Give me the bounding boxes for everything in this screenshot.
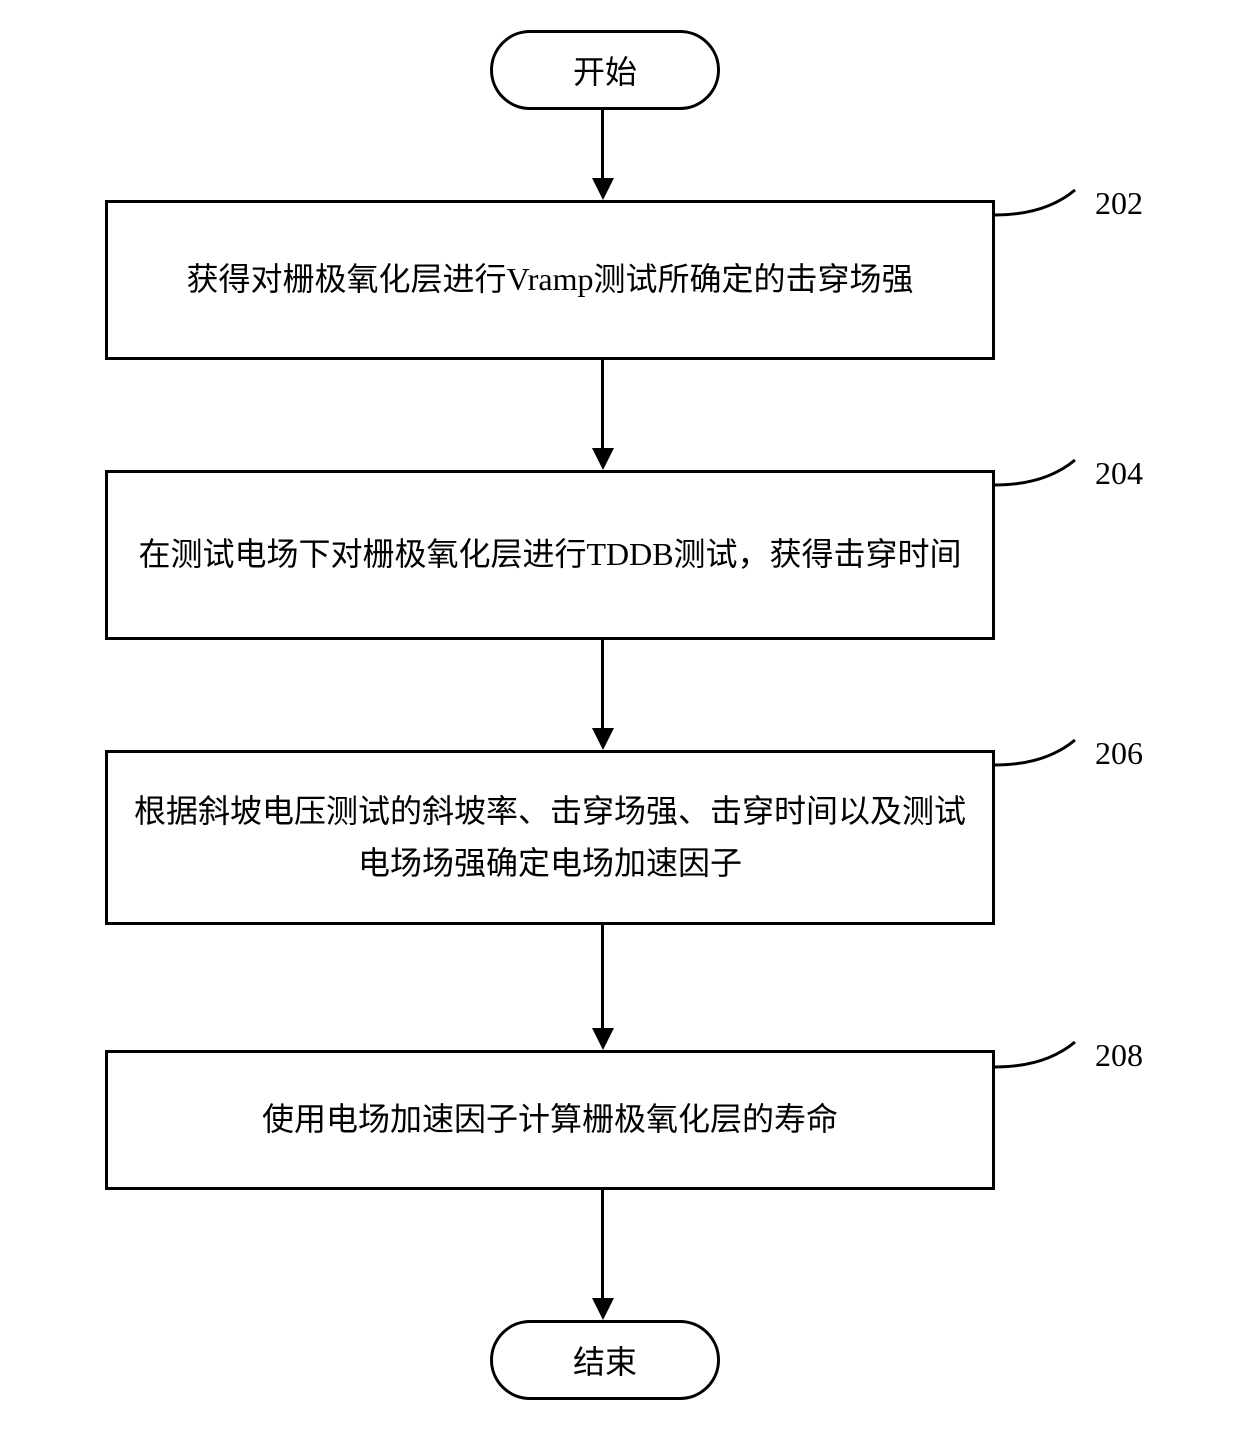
step2-label: 在测试电场下对栅极氧化层进行TDDB测试，获得击穿时间: [138, 529, 961, 580]
step3-node: 根据斜坡电压测试的斜坡率、击穿场强、击穿时间以及测试电场场强确定电场加速因子: [105, 750, 995, 925]
curve-206: [995, 735, 1095, 785]
label-204: 204: [1095, 455, 1143, 492]
end-label: 结束: [573, 1337, 637, 1383]
step4-node: 使用电场加速因子计算栅极氧化层的寿命: [105, 1050, 995, 1190]
step3-label: 根据斜坡电压测试的斜坡率、击穿场强、击穿时间以及测试电场场强确定电场加速因子: [133, 786, 967, 888]
start-node: 开始: [490, 30, 720, 110]
start-label: 开始: [573, 47, 637, 93]
step1-node: 获得对栅极氧化层进行Vramp测试所确定的击穿场强: [105, 200, 995, 360]
end-node: 结束: [490, 1320, 720, 1400]
step1-label: 获得对栅极氧化层进行Vramp测试所确定的击穿场强: [187, 254, 914, 305]
flowchart-container: 开始 获得对栅极氧化层进行Vramp测试所确定的击穿场强 202 在测试电场下对…: [0, 0, 1240, 1450]
curve-208: [995, 1037, 1095, 1087]
label-206: 206: [1095, 735, 1143, 772]
curve-204: [995, 455, 1095, 505]
curve-202: [995, 185, 1095, 235]
step2-node: 在测试电场下对栅极氧化层进行TDDB测试，获得击穿时间: [105, 470, 995, 640]
step4-label: 使用电场加速因子计算栅极氧化层的寿命: [262, 1094, 838, 1145]
label-208: 208: [1095, 1037, 1143, 1074]
label-202: 202: [1095, 185, 1143, 222]
